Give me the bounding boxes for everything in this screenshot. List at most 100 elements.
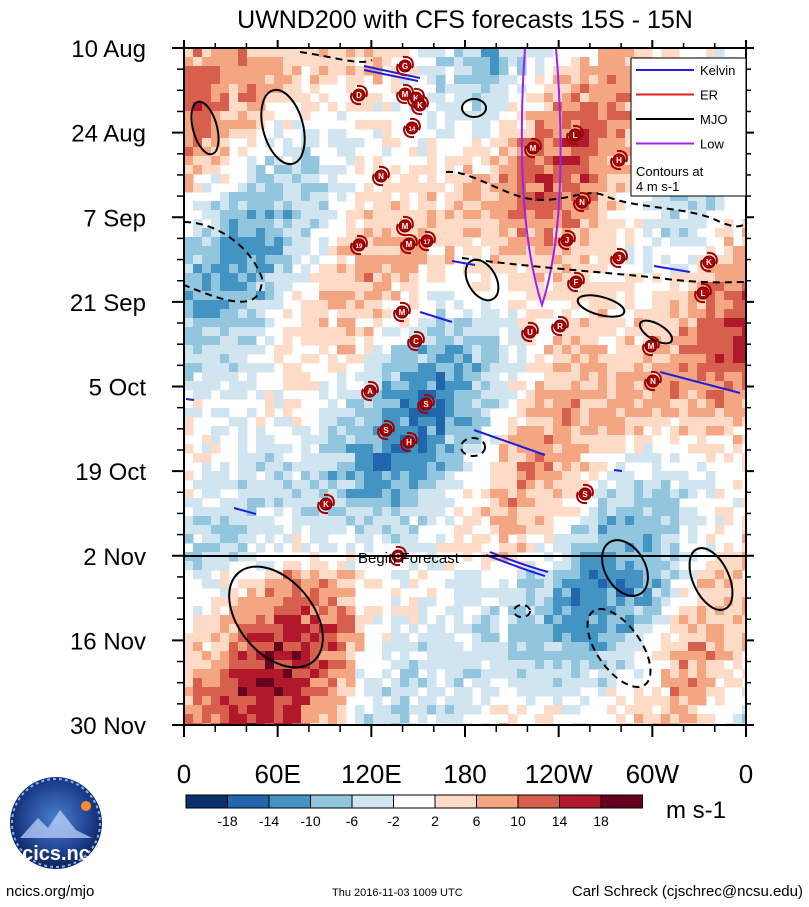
heatmap-cell — [688, 291, 698, 301]
heatmap-cell — [301, 615, 311, 625]
storm-core — [363, 384, 377, 398]
heatmap-cell — [616, 138, 626, 148]
heatmap-cell — [283, 561, 293, 571]
heatmap-cell — [535, 120, 545, 130]
heatmap-cell — [526, 246, 536, 256]
heatmap-cell — [220, 192, 230, 202]
heatmap-cell — [517, 363, 527, 373]
heatmap-cell — [508, 57, 518, 67]
heatmap-cell — [544, 192, 554, 202]
kelvin-contour — [185, 398, 195, 401]
heatmap-cell — [508, 489, 518, 499]
mjo-contour — [228, 565, 324, 669]
heatmap-cell — [319, 615, 329, 625]
heatmap-cell — [490, 246, 500, 256]
heatmap-cell — [193, 291, 203, 301]
heatmap-cell — [553, 228, 563, 238]
heatmap-cell — [418, 435, 428, 445]
heatmap-cell — [409, 210, 419, 220]
heatmap-cell — [688, 210, 698, 220]
heatmap-cell — [445, 642, 455, 652]
heatmap-cell — [697, 444, 707, 454]
heatmap-cell — [454, 705, 464, 715]
heatmap-cell — [625, 228, 635, 238]
heatmap-cell — [382, 390, 392, 400]
heatmap-cell — [715, 624, 725, 634]
heatmap-cell — [184, 111, 194, 121]
heatmap-cell — [481, 300, 491, 310]
heatmap-cell — [616, 219, 626, 229]
heatmap-cell — [481, 372, 491, 382]
heatmap-cell — [436, 66, 446, 76]
colorbar-label: -14 — [259, 813, 279, 829]
heatmap-cell — [580, 165, 590, 175]
heatmap-cell — [652, 561, 662, 571]
heatmap-cell — [427, 435, 437, 445]
storm-label: C — [413, 337, 419, 346]
heatmap-cell — [337, 606, 347, 616]
heatmap-cell — [625, 111, 635, 121]
heatmap-cell — [427, 642, 437, 652]
heatmap-cell — [319, 165, 329, 175]
heatmap-cell — [688, 417, 698, 427]
heatmap-cell — [733, 309, 743, 319]
heatmap-cell — [508, 174, 518, 184]
heatmap-cell — [436, 435, 446, 445]
heatmap-cell — [562, 246, 572, 256]
heatmap-cell — [490, 507, 500, 517]
heatmap-cell — [463, 210, 473, 220]
heatmap-cell — [625, 66, 635, 76]
heatmap-cell — [562, 318, 572, 328]
heatmap-cell — [445, 345, 455, 355]
heatmap-cell — [517, 381, 527, 391]
heatmap-cell — [733, 408, 743, 418]
heatmap-cell — [319, 417, 329, 427]
heatmap-cell — [553, 705, 563, 715]
heatmap-cell — [238, 93, 248, 103]
heatmap-cell — [670, 525, 680, 535]
heatmap-cell — [679, 615, 689, 625]
heatmap-cell — [715, 48, 725, 58]
heatmap-cell — [238, 426, 248, 436]
heatmap-cell — [544, 174, 554, 184]
heatmap-cell — [265, 84, 275, 94]
heatmap-cell — [274, 93, 284, 103]
mjo-dashed-contour — [513, 604, 531, 618]
heatmap-cell — [274, 642, 284, 652]
heatmap-cell — [274, 210, 284, 220]
heatmap-cell — [400, 345, 410, 355]
heatmap-cell — [292, 561, 302, 571]
heatmap-cell — [661, 543, 671, 553]
heatmap-cell — [193, 660, 203, 670]
heatmap-cell — [229, 102, 239, 112]
heatmap-cell — [526, 453, 536, 463]
heatmap-cell — [571, 345, 581, 355]
heatmap-cell — [697, 660, 707, 670]
heatmap-cell — [481, 345, 491, 355]
heatmap-cell — [301, 588, 311, 598]
heatmap-cell — [346, 336, 356, 346]
heatmap-cell — [364, 282, 374, 292]
heatmap-cell — [283, 489, 293, 499]
heatmap-cell — [247, 174, 257, 184]
heatmap-cell — [517, 255, 527, 265]
heatmap-cell — [607, 435, 617, 445]
heatmap-cell — [625, 417, 635, 427]
heatmap-cell — [526, 273, 536, 283]
heatmap-cell — [355, 291, 365, 301]
heatmap-cell — [400, 192, 410, 202]
logo-ring — [11, 778, 101, 868]
heatmap-cell — [427, 273, 437, 283]
heatmap-cell — [625, 651, 635, 661]
heatmap-cell — [508, 669, 518, 679]
heatmap-cell — [688, 696, 698, 706]
heatmap-cell — [508, 678, 518, 688]
heatmap-cell — [391, 624, 401, 634]
heatmap-cell — [481, 120, 491, 130]
heatmap-cell — [202, 696, 212, 706]
cics-logo: cics.nc — [10, 777, 102, 869]
heatmap-cell — [193, 669, 203, 679]
heatmap-cell — [328, 183, 338, 193]
heatmap-cell — [337, 705, 347, 715]
storm-arm — [530, 137, 542, 151]
